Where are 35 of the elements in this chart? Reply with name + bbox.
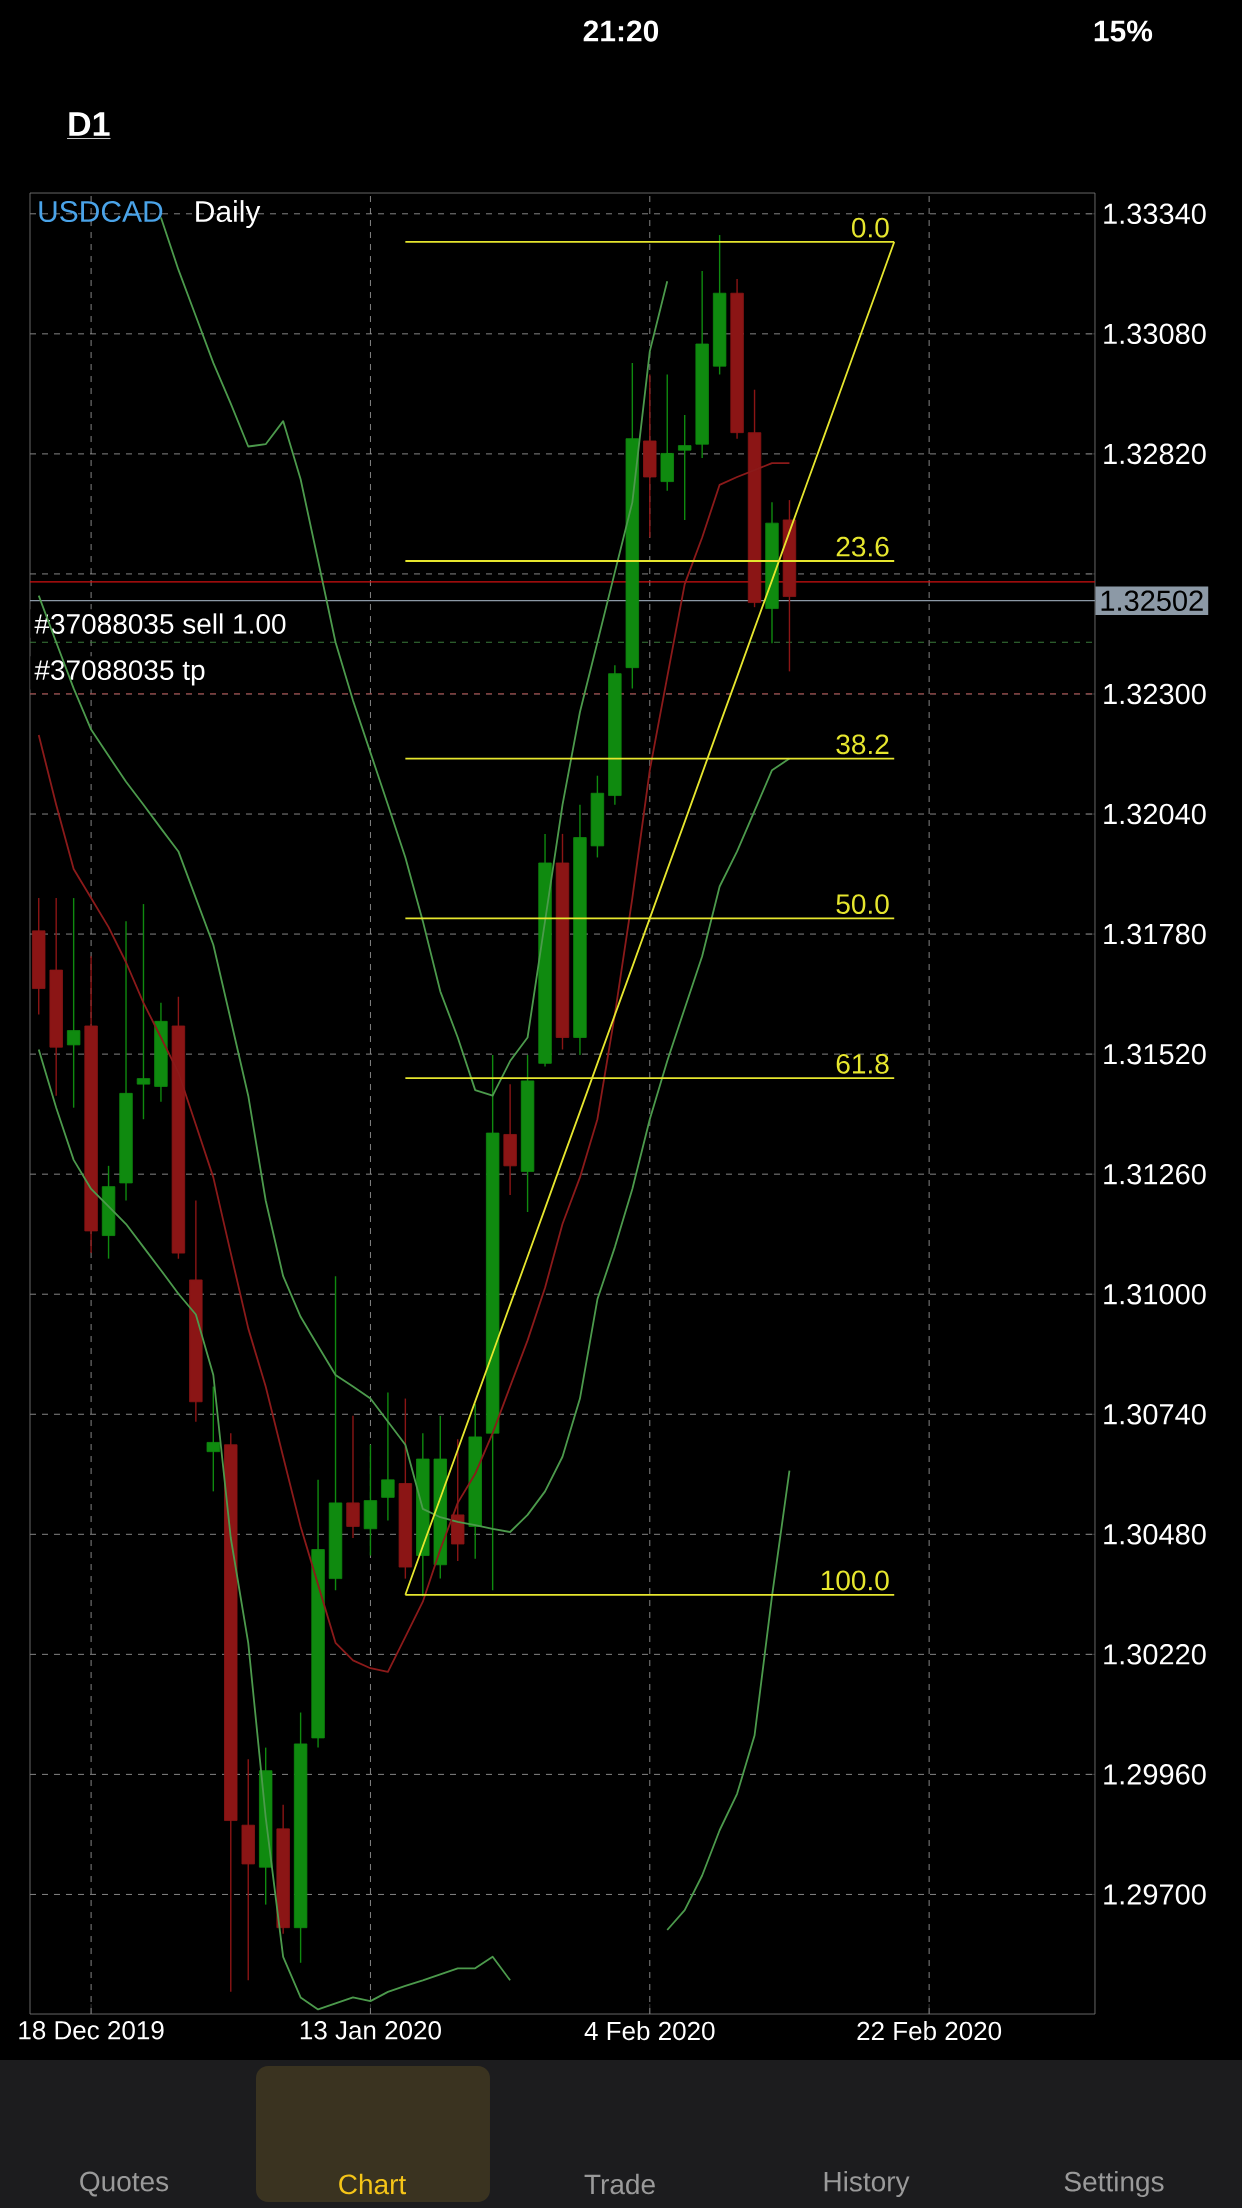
series-label: 61.8 [836,1053,889,1074]
chart-title: USDCAD [39,200,163,223]
y-tick-label: 1.32300 [1104,683,1206,705]
series-label: 23.6 [836,536,889,557]
text: 21:20 [583,20,659,42]
y-tick-label: 1.33340 [1104,203,1206,225]
y-tick-label: 1.31780 [1104,923,1206,945]
chart-subtitle: Daily [196,200,261,229]
text: Settings [1064,2170,1164,2198]
y-tick-label: 1.32820 [1104,443,1206,465]
x-tick-label: 4 Feb 2020 [584,2021,715,2041]
y-tick-label: 1.31000 [1104,1283,1206,1305]
text: 15% [1094,20,1153,42]
y-tick-label: 1.30480 [1104,1524,1206,1545]
y-tick-label: 1.29700 [1104,1884,1206,1905]
y-tick-label: 1.31260 [1104,1163,1206,1185]
y-tick-label: 1.31520 [1104,1043,1206,1065]
x-tick-label: 13 Jan 2020 [300,2021,441,2040]
y-tick-label: 1.30220 [1104,1644,1206,1665]
text: History [824,2170,910,2198]
text: Chart [339,2173,407,2195]
x-tick-label: 22 Feb 2020 [857,2021,1002,2041]
series-label: 0.0 [851,217,889,238]
series-label: 100.0 [821,1570,889,1591]
text: Trade [584,2173,655,2195]
series-label: 50.0 [836,894,889,914]
y-tick-label: 1.30740 [1104,1403,1206,1425]
y-tick-label: 1.32040 [1104,803,1206,825]
text: D1 [69,112,110,136]
ref-line-label: 1.32502 [1101,590,1203,611]
x-tick-label: 18 Dec 2019 [19,2021,164,2040]
y-tick-label: 1.29960 [1104,1764,1206,1785]
text: Quotes [80,2171,169,2197]
series-label: 38.2 [836,734,889,755]
y-tick-label: 1.33080 [1104,323,1206,345]
